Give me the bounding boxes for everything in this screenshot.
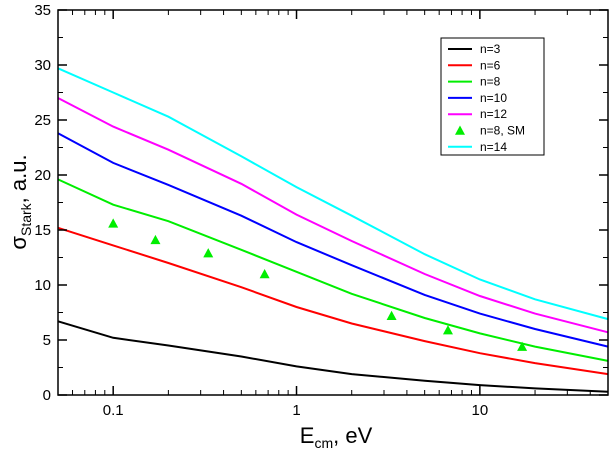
data-point-n-8-sm [517,341,528,351]
x-tick-label: 10 [472,402,489,419]
y-tick-label: 10 [34,277,51,294]
y-tick-label: 20 [34,167,51,184]
series-line-n-10 [57,132,609,348]
x-tick-label: 0.1 [103,402,124,419]
y-tick-label: 25 [34,112,51,129]
data-point-n-8-sm [442,325,453,335]
legend-label-n-12: n=12 [480,107,507,121]
x-axis-label: Ecm, eV [300,423,373,451]
ticks-layer: 0 5 10 15 20 25 30 35 0.1 1 10 [34,2,608,419]
series-line-n-14 [57,67,609,321]
legend-box [440,37,545,156]
y-tick-label: 15 [34,222,51,239]
series-line-n-6 [57,226,609,376]
y-tick-label: 35 [34,2,51,19]
legend-label-n-14: n=14 [480,140,507,154]
legend: n=3 n=6 n=8 n=10 n=12 n=8, SM n=14 [440,37,545,156]
legend-label-n-10: n=10 [480,91,507,105]
legend-label-n-8-sm: n=8, SM [480,124,525,138]
data-point-n-8-sm [259,269,270,279]
legend-items: n=3 n=6 n=8 n=10 n=12 n=8, SM n=14 [448,42,525,154]
data-point-n-8-sm [150,234,161,245]
y-tick-label: 5 [43,332,51,349]
series-line-n-12 [57,97,609,334]
y-tick-label: 30 [34,57,51,74]
legend-label-n-3: n=3 [480,42,501,56]
series-line-n-3 [57,320,609,393]
data-point-n-8-sm [386,310,397,321]
legend-label-n-8: n=8 [480,75,501,89]
series-layer [57,67,609,393]
legend-swatch-n-8-sm [455,125,465,135]
y-axis-label: σStark, a.u. [6,154,34,249]
data-point-n-8-sm [203,248,214,258]
y-tick-label: 0 [43,387,51,404]
series-line-n-8 [57,178,609,362]
data-point-n-8-sm [108,218,119,228]
x-tick-label: 1 [292,402,300,419]
legend-label-n-6: n=6 [480,58,501,72]
